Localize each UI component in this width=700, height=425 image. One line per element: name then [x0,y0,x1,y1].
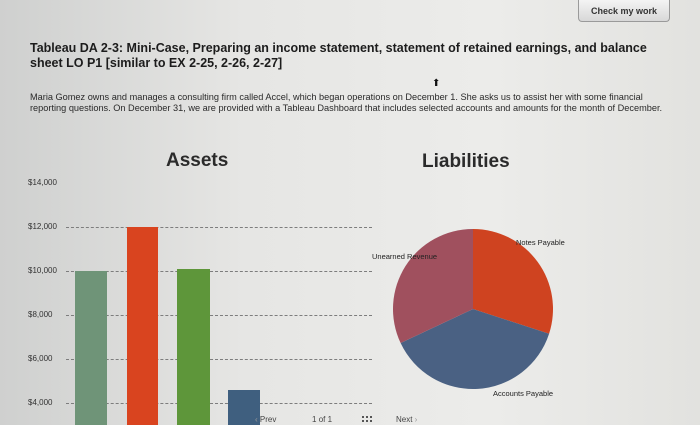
pie-slice-accounts-payable[interactable] [400,309,550,389]
y-tick-label: $12,000 [28,222,57,231]
gridline [66,359,372,360]
pie-slice-notes-payable[interactable] [473,229,553,334]
y-tick-label: $4,000 [28,398,53,407]
liabilities-chart-title: Liabilities [422,151,510,172]
question-intro: Maria Gomez owns and manages a consultin… [30,92,663,113]
pie-label-notes-payable: Notes Payable [516,238,565,247]
gridline [66,315,372,316]
pie-slice-unearned-revenue[interactable] [393,229,473,344]
gridline [66,271,372,272]
asset-bar-2[interactable] [127,227,158,425]
page-indicator: 1 of 1 [312,415,332,424]
asset-bar-1[interactable] [75,271,107,425]
mouse-cursor-icon: ⬆ [432,78,441,89]
next-button[interactable]: Next › [396,415,418,424]
liabilities-pie-chart[interactable] [392,228,554,390]
grid-view-icon[interactable] [362,416,372,425]
pie-label-accounts-payable: Accounts Payable [493,389,554,398]
y-tick-label: $8,000 [28,310,53,319]
gridline [66,227,372,228]
y-tick-label: $10,000 [28,266,57,275]
asset-bar-3[interactable] [177,268,210,425]
check-my-work-button[interactable]: Check my work [578,0,670,22]
asset-bar-4[interactable] [228,389,260,425]
y-tick-label: $14,000 [28,178,57,187]
gridline [66,403,372,404]
pie-label-unearned-revenue: Unearned Revenue [372,252,438,261]
question-title: Tableau DA 2-3: Mini-Case, Preparing an … [30,41,647,70]
page-of-label: of [318,415,326,424]
y-tick-label: $6,000 [28,354,53,363]
assets-chart-title: Assets [166,150,229,171]
total-pages: 1 [327,415,333,424]
prev-button[interactable]: ‹ Prev [255,415,277,424]
current-page: 1 [312,415,317,424]
